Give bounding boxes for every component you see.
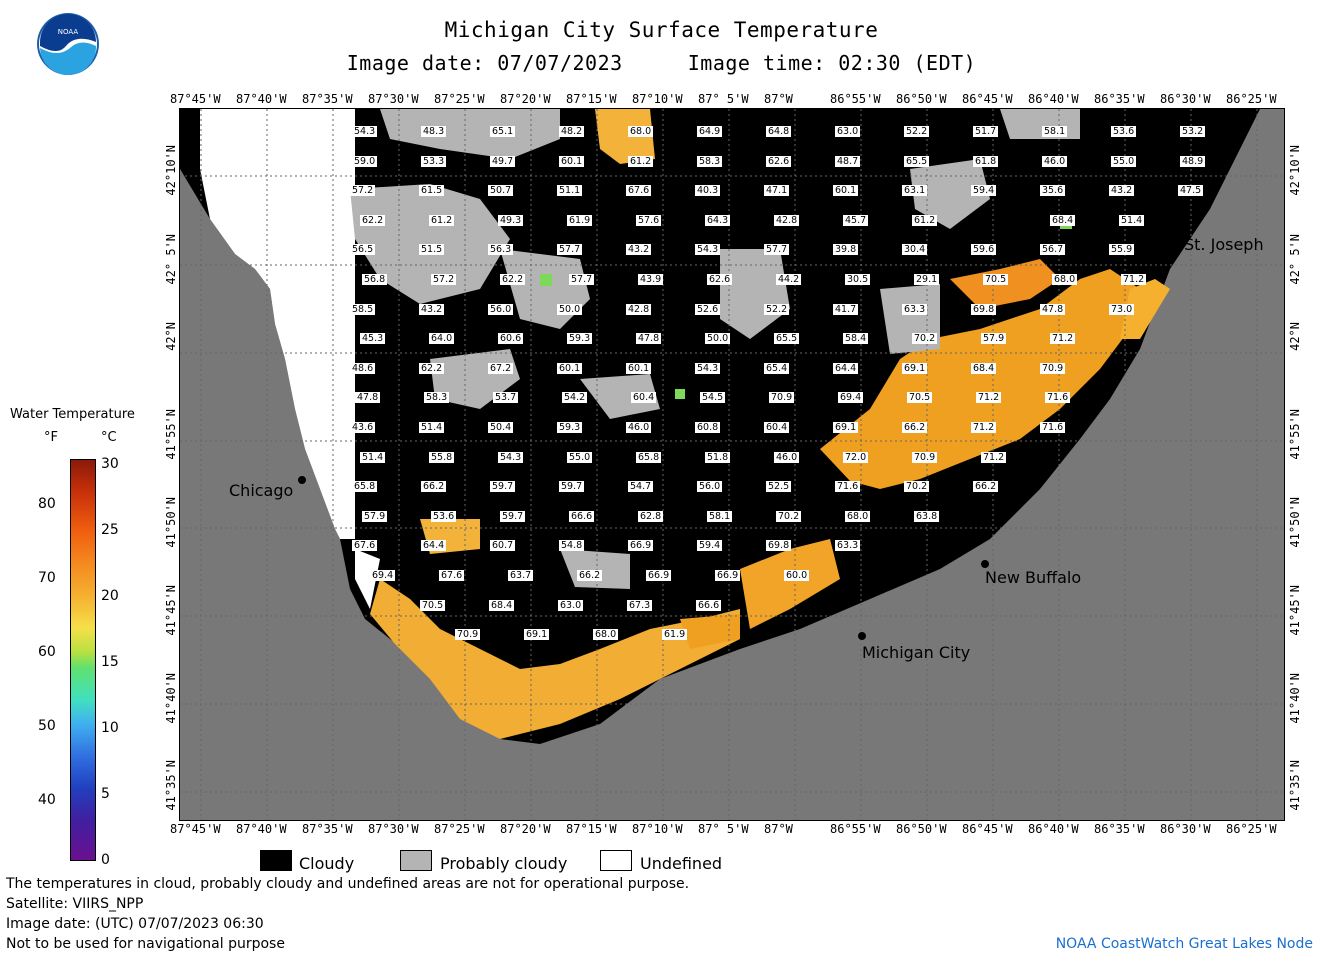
footer-credit: NOAA CoastWatch Great Lakes Node — [1055, 936, 1313, 952]
legend-cloudy-swatch — [260, 850, 292, 871]
footer-satellite: Satellite: VIIRS_NPP — [6, 896, 144, 912]
y-tick-label: 41°45'N — [1288, 585, 1302, 636]
undefined-area — [200, 109, 355, 539]
x-tick-label: 86°45'W — [962, 822, 1013, 836]
x-tick-label: 87°W — [764, 92, 793, 106]
new-buffalo-label: New Buffalo — [985, 568, 1082, 587]
x-tick-label: 86°30'W — [1160, 822, 1211, 836]
st-joseph-label: St. Joseph — [1184, 235, 1264, 254]
footer-disclaimer: The temperatures in cloud, probably clou… — [6, 876, 690, 892]
x-tick-label: 86°50'W — [896, 92, 947, 106]
map-frame — [179, 108, 1285, 821]
colorbar-c-tick: 20 — [101, 588, 119, 604]
x-tick-label: 87°15'W — [566, 92, 617, 106]
y-tick-label: 41°40'N — [164, 673, 178, 724]
x-tick-label: 87° 5'W — [698, 822, 749, 836]
y-tick-label: 41°55'N — [164, 409, 178, 460]
legend-undefined-swatch — [600, 850, 632, 871]
y-tick-label: 41°35'N — [164, 760, 178, 811]
legend-cloudy-label: Cloudy — [299, 854, 355, 873]
warm-water-south — [370, 579, 740, 739]
y-tick-label: 42° 5'N — [1288, 234, 1302, 285]
colorbar-c-tick: 5 — [101, 786, 110, 802]
x-tick-label: 87°30'W — [368, 92, 419, 106]
x-tick-label: 86°50'W — [896, 822, 947, 836]
legend-probably-cloudy-label: Probably cloudy — [440, 854, 568, 873]
footer-navigation-warning: Not to be used for navigational purpose — [6, 936, 285, 952]
colorbar-unit-f: °F — [44, 430, 58, 445]
colorbar-unit-c: °C — [101, 430, 117, 445]
x-tick-label: 87°30'W — [368, 822, 419, 836]
x-tick-label: 87°45'W — [170, 92, 221, 106]
warm-water-east — [820, 269, 1140, 489]
noaa-logo: NOAA — [36, 12, 100, 76]
x-tick-label: 87°20'W — [500, 92, 551, 106]
x-tick-label: 87°35'W — [302, 92, 353, 106]
x-tick-label: 86°35'W — [1094, 92, 1145, 106]
legend-probably-cloudy-swatch — [400, 850, 432, 871]
chicago-dot — [298, 476, 306, 484]
michigan-city-label: Michigan City — [862, 643, 971, 662]
x-tick-label: 87°40'W — [236, 822, 287, 836]
colorbar-f-tick: 50 — [38, 718, 56, 734]
y-tick-label: 42° 5'N — [164, 234, 178, 285]
image-time: Image time: 02:30 (EDT) — [687, 51, 977, 75]
x-tick-label: 87°20'W — [500, 822, 551, 836]
x-tick-label: 87°10'W — [632, 92, 683, 106]
y-tick-label: 41°45'N — [164, 585, 178, 636]
legend-undefined-label: Undefined — [640, 854, 723, 873]
x-tick-label: 87°35'W — [302, 822, 353, 836]
map-title: Michigan City Surface Temperature — [444, 18, 879, 42]
y-tick-label: 42°N — [1288, 322, 1302, 351]
colorbar-f-tick: 80 — [38, 496, 56, 512]
x-tick-label: 87°40'W — [236, 92, 287, 106]
sst-map — [180, 109, 1284, 820]
x-tick-label: 87°15'W — [566, 822, 617, 836]
x-tick-label: 86°40'W — [1028, 92, 1079, 106]
y-tick-label: 41°40'N — [1288, 673, 1302, 724]
x-tick-label: 87°10'W — [632, 822, 683, 836]
colorbar-title: Water Temperature — [10, 407, 135, 422]
michigan-indiana-land — [180, 109, 1284, 820]
colorbar-f-tick: 60 — [38, 644, 56, 660]
colorbar-c-tick: 0 — [101, 852, 110, 868]
chicago-label: Chicago — [229, 481, 294, 500]
colorbar-c-tick: 30 — [101, 456, 119, 472]
x-tick-label: 87° 5'W — [698, 92, 749, 106]
footer-utc-date: Image date: (UTC) 07/07/2023 06:30 — [6, 916, 264, 932]
x-tick-label: 86°25'W — [1226, 822, 1277, 836]
x-tick-label: 87°45'W — [170, 822, 221, 836]
x-tick-label: 86°55'W — [830, 822, 881, 836]
x-tick-label: 86°40'W — [1028, 822, 1079, 836]
y-tick-label: 41°50'N — [164, 497, 178, 548]
colorbar-c-tick: 25 — [101, 522, 119, 538]
x-tick-label: 86°45'W — [962, 92, 1013, 106]
colorbar-c-tick: 15 — [101, 654, 119, 670]
x-tick-label: 87°W — [764, 822, 793, 836]
y-tick-label: 42°N — [164, 322, 178, 351]
colorbar-c-tick: 10 — [101, 720, 119, 736]
colorbar — [70, 459, 96, 861]
y-tick-label: 42°10'N — [164, 145, 178, 196]
michigan-city-dot — [858, 632, 866, 640]
y-tick-label: 41°55'N — [1288, 409, 1302, 460]
x-tick-label: 86°55'W — [830, 92, 881, 106]
colorbar-f-tick: 40 — [38, 792, 56, 808]
image-date: Image date: 07/07/2023 — [346, 51, 623, 75]
y-tick-label: 41°35'N — [1288, 760, 1302, 811]
colorbar-f-tick: 70 — [38, 570, 56, 586]
st-joseph-dot — [1158, 270, 1166, 278]
x-tick-label: 86°30'W — [1160, 92, 1211, 106]
x-tick-label: 86°25'W — [1226, 92, 1277, 106]
illinois-land — [180, 169, 340, 539]
new-buffalo-dot — [981, 560, 989, 568]
y-tick-label: 41°50'N — [1288, 497, 1302, 548]
x-tick-label: 87°25'W — [434, 822, 485, 836]
image-date-time: Image date: 07/07/2023 Image time: 02:30… — [0, 51, 1323, 75]
y-tick-label: 42°10'N — [1288, 145, 1302, 196]
x-tick-label: 86°35'W — [1094, 822, 1145, 836]
x-tick-label: 87°25'W — [434, 92, 485, 106]
svg-text:NOAA: NOAA — [58, 28, 79, 36]
